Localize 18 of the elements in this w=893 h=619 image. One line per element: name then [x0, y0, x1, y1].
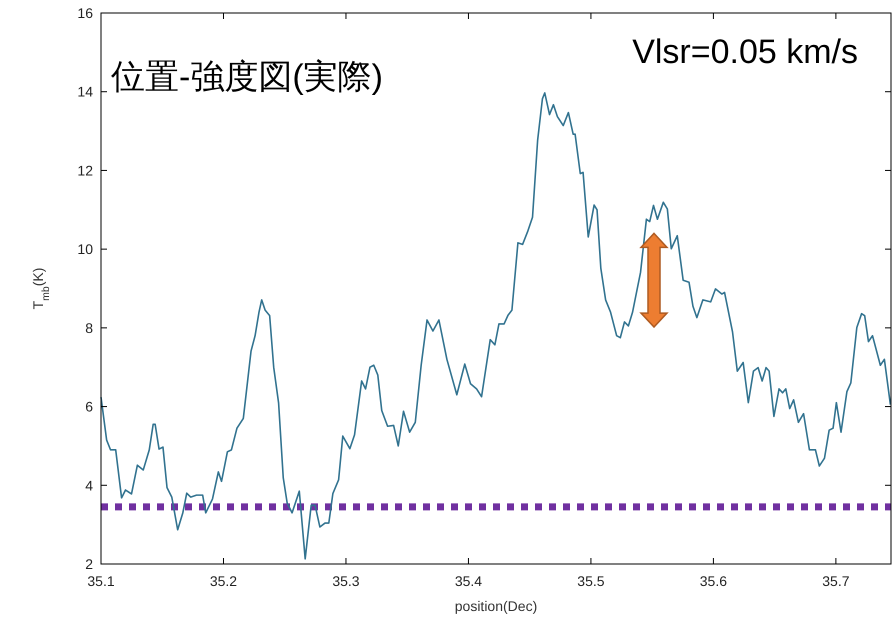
x-axis-title: position(Dec): [454, 598, 538, 614]
annotation: Vlsr=0.05 km/s: [632, 33, 858, 71]
y-tick-label: 14: [77, 84, 94, 100]
x-tick-label: 35.3: [332, 573, 360, 589]
y-tick-label: 8: [85, 320, 94, 336]
x-tick-label: 35.2: [210, 573, 238, 589]
x-tick-label: 35.6: [700, 573, 728, 589]
y-tick-label: 12: [77, 162, 94, 178]
y-tick-label: 10: [77, 241, 94, 258]
y-tick-label: 6: [85, 398, 94, 415]
y-tick-label: 4: [85, 477, 94, 494]
x-tick-label: 35.4: [454, 573, 482, 589]
x-tick-label: 35.7: [822, 573, 850, 589]
x-tick-label: 35.1: [87, 573, 115, 589]
y-tick-label: 16: [77, 5, 94, 21]
annotation: 位置-強度図(実際): [111, 58, 383, 96]
y-tick-label: 2: [85, 556, 94, 572]
x-tick-label: 35.5: [577, 573, 605, 589]
